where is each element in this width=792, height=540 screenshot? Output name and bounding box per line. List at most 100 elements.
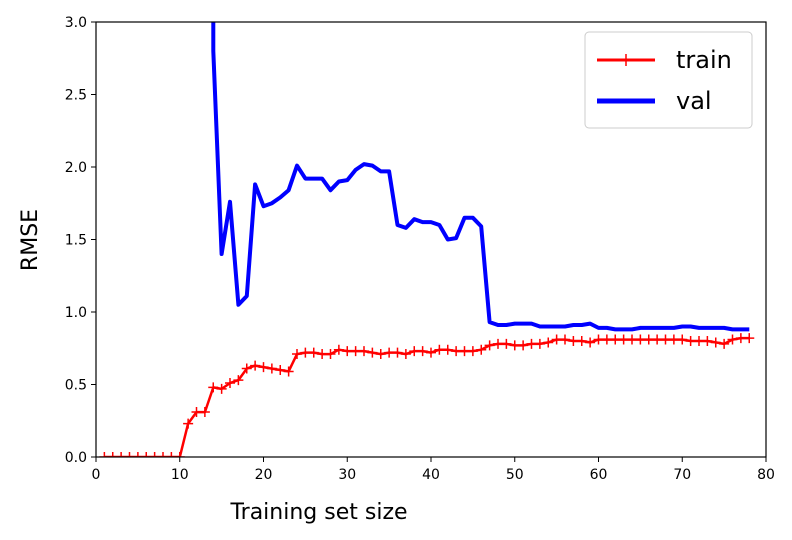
- legend-val-label: val: [676, 87, 712, 115]
- data-point-train: [266, 363, 277, 374]
- data-point-train: [191, 407, 202, 418]
- data-point-train: [660, 334, 671, 345]
- data-point-train: [426, 347, 436, 358]
- data-point-train: [107, 452, 118, 457]
- data-point-train: [643, 334, 654, 345]
- data-point-train: [300, 347, 311, 358]
- x-tick-label: 80: [757, 467, 775, 483]
- x-tick-label: 70: [673, 467, 691, 483]
- data-point-train: [292, 349, 302, 360]
- data-point-train: [710, 337, 721, 348]
- data-point-train: [467, 346, 478, 357]
- y-tick-label: 0.5: [65, 378, 87, 394]
- legend-train-label: train: [676, 46, 732, 74]
- data-point-train: [593, 334, 604, 345]
- y-tick-label: 1.5: [65, 233, 87, 249]
- data-point-train: [166, 452, 177, 457]
- data-point-train: [509, 340, 520, 351]
- data-point-train: [568, 336, 579, 346]
- data-point-train: [442, 344, 453, 355]
- x-tick-label: 20: [255, 467, 273, 483]
- data-point-train: [225, 378, 235, 389]
- data-point-train: [342, 346, 353, 357]
- y-tick-label: 3.0: [65, 15, 87, 31]
- data-point-train: [359, 346, 369, 357]
- data-point-train: [694, 336, 704, 346]
- y-tick-label: 1.0: [65, 305, 87, 321]
- tick-layer: 0 10 20 30 40 50 60 70 80 0.0 0.5 1.0 1.5 2.0 2.5 3.0: [65, 15, 775, 483]
- data-point-train: [518, 340, 529, 351]
- data-point-train: [216, 383, 227, 394]
- data-point-train: [333, 344, 344, 355]
- data-point-train: [241, 363, 252, 374]
- data-point-train: [174, 452, 185, 457]
- x-axis-label: Training set size: [229, 500, 407, 525]
- legend-train-marker: [620, 54, 632, 66]
- x-tick-label: 60: [590, 467, 608, 483]
- data-point-train: [652, 334, 663, 345]
- series-layer: [99, 22, 755, 457]
- data-point-train: [409, 346, 420, 357]
- data-point-train: [560, 334, 570, 345]
- x-tick-label: 50: [506, 467, 524, 483]
- data-point-train: [493, 338, 503, 349]
- data-point-train: [744, 333, 755, 344]
- data-point-train: [283, 366, 294, 377]
- data-point-train: [585, 337, 596, 348]
- legend: train val: [584, 31, 753, 129]
- data-point-train: [250, 360, 261, 371]
- data-point-train: [501, 338, 512, 349]
- data-point-train: [208, 382, 219, 393]
- data-point-train: [350, 346, 361, 357]
- y-tick-label: 2.0: [65, 160, 87, 176]
- data-point-train: [384, 347, 395, 358]
- data-point-train: [141, 452, 152, 457]
- data-point-train: [576, 336, 587, 346]
- data-point-train: [392, 347, 403, 358]
- data-point-train: [158, 452, 168, 457]
- data-point-train: [551, 334, 562, 345]
- data-point-train: [727, 334, 738, 345]
- data-point-train: [183, 418, 194, 429]
- data-point-train: [702, 336, 713, 346]
- data-point-train: [317, 349, 328, 360]
- data-point-train: [233, 375, 244, 386]
- data-point-train: [199, 407, 210, 418]
- data-point-train: [668, 334, 679, 345]
- data-point-train: [116, 452, 127, 457]
- data-point-train: [484, 340, 495, 351]
- data-point-train: [476, 344, 487, 355]
- y-tick-label: 0.0: [65, 450, 87, 466]
- x-tick-label: 10: [171, 467, 189, 483]
- data-point-train: [627, 334, 637, 345]
- x-tick-label: 30: [338, 467, 356, 483]
- x-tick-label: 40: [422, 467, 440, 483]
- data-point-train: [534, 338, 545, 349]
- data-point-train: [417, 346, 428, 357]
- data-point-train: [601, 334, 612, 345]
- data-point-train: [308, 347, 319, 358]
- data-point-train: [149, 452, 160, 457]
- data-point-train: [459, 346, 470, 357]
- data-point-train: [543, 337, 554, 348]
- data-point-train: [275, 365, 286, 375]
- data-point-train: [451, 346, 462, 357]
- data-point-train: [258, 362, 269, 373]
- data-point-train: [132, 452, 143, 457]
- data-point-train: [325, 349, 336, 360]
- data-point-train: [719, 338, 730, 349]
- data-point-train: [99, 452, 110, 457]
- data-point-train: [735, 333, 746, 344]
- y-axis-label: RMSE: [18, 209, 43, 271]
- data-point-train: [677, 334, 688, 345]
- data-point-train: [434, 344, 445, 355]
- y-tick-label: 2.5: [65, 88, 87, 104]
- data-point-train: [610, 334, 621, 345]
- data-point-train: [526, 338, 537, 349]
- data-point-train: [635, 334, 646, 345]
- data-point-train: [685, 336, 696, 346]
- data-point-train: [124, 452, 135, 457]
- series-line-val: [211, 22, 750, 332]
- data-point-train: [367, 347, 378, 358]
